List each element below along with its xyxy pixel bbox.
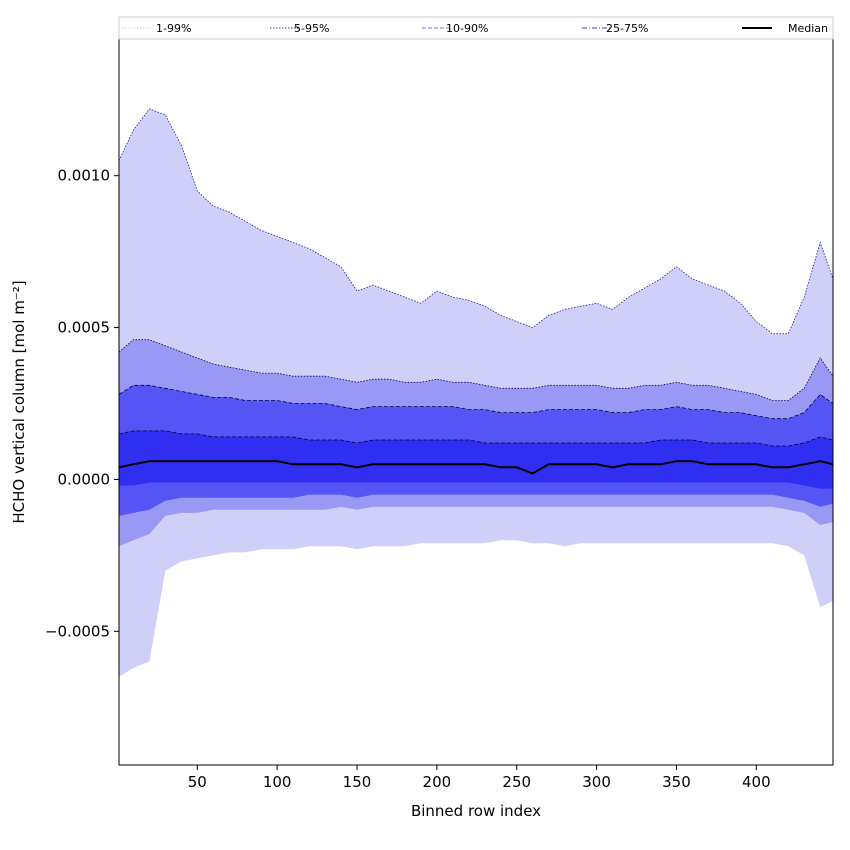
median-line bbox=[118, 460, 834, 475]
y-axis: −0.0005 0.0000 0.0005 0.0010 bbox=[45, 167, 119, 640]
y-axis-label: HCHO vertical column [mol m⁻²] bbox=[10, 280, 28, 523]
x-tick-label: 50 bbox=[188, 773, 207, 791]
plot-area bbox=[118, 108, 834, 677]
x-axis: 50 100 150 200 250 300 350 400 bbox=[188, 765, 771, 791]
legend-label: Median bbox=[788, 22, 828, 35]
x-tick-label: 300 bbox=[582, 773, 611, 791]
band-upper-line-1-99pct bbox=[118, 108, 834, 335]
legend-label: 10-90% bbox=[446, 22, 488, 35]
x-tick-label: 150 bbox=[343, 773, 372, 791]
x-tick-label: 350 bbox=[662, 773, 691, 791]
band-upper-line-10-90pct bbox=[118, 384, 834, 420]
x-tick-label: 400 bbox=[742, 773, 771, 791]
y-tick-label: 0.0010 bbox=[58, 167, 111, 185]
band-upper-line-5-95pct bbox=[118, 339, 834, 401]
x-tick-label: 200 bbox=[423, 773, 452, 791]
legend-label: 25-75% bbox=[606, 22, 648, 35]
legend-label: 1-99% bbox=[156, 22, 191, 35]
x-tick-label: 100 bbox=[263, 773, 292, 791]
x-tick-label: 250 bbox=[502, 773, 531, 791]
y-tick-label: −0.0005 bbox=[45, 622, 110, 640]
legend-label: 5-95% bbox=[294, 22, 329, 35]
legend: 1-99% 5-95% 10-90% 25-75% Median bbox=[118, 16, 834, 40]
band-25-75pct bbox=[119, 430, 833, 489]
legend-frame bbox=[118, 16, 834, 40]
y-tick-label: 0.0000 bbox=[58, 470, 111, 488]
y-tick-label: 0.0005 bbox=[58, 319, 111, 337]
x-axis-label: Binned row index bbox=[411, 802, 541, 820]
